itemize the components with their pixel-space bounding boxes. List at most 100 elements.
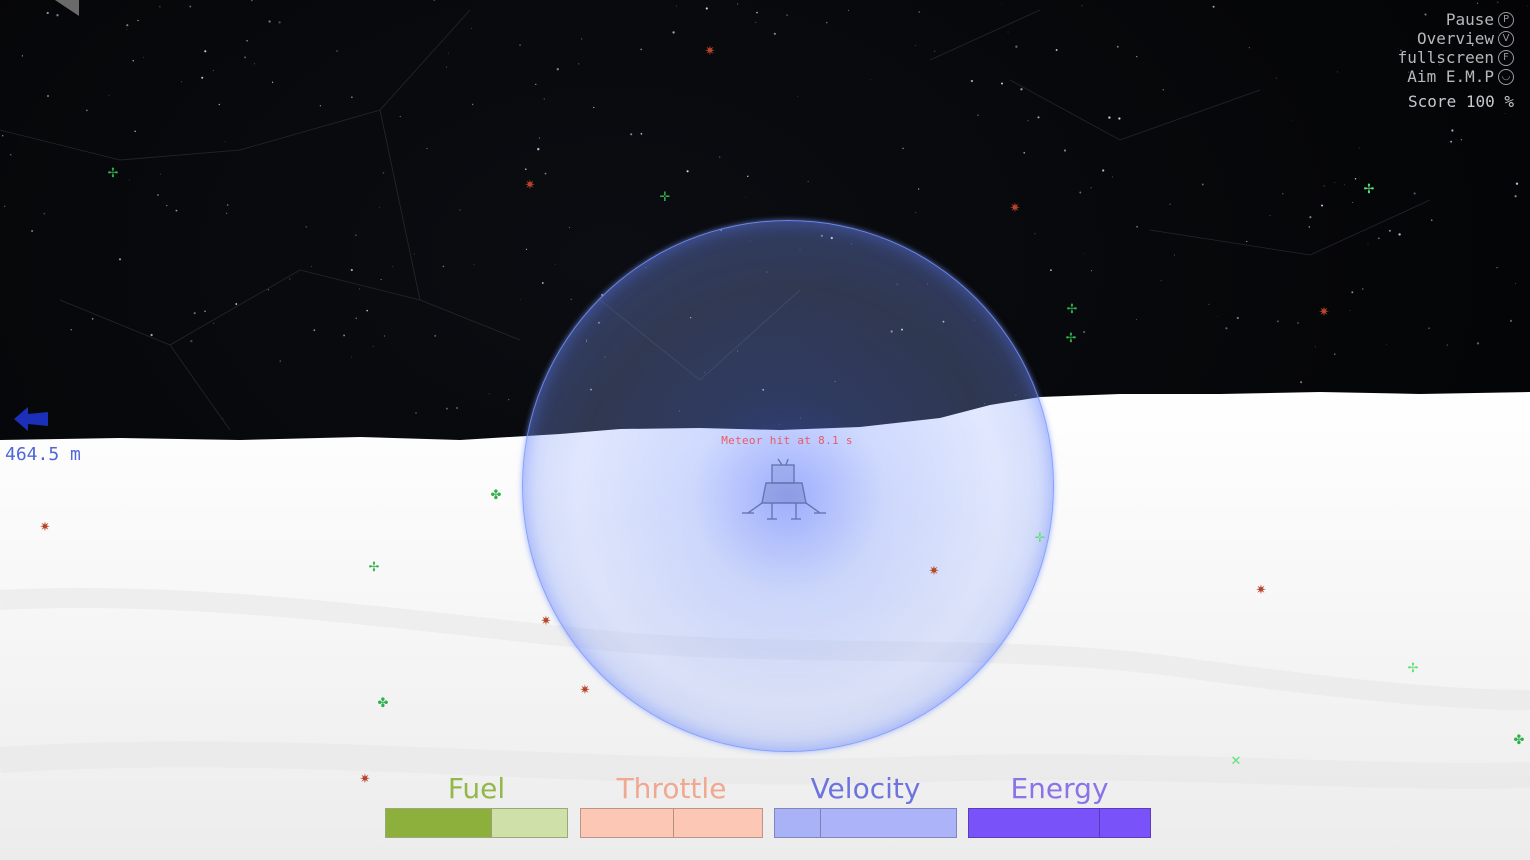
star: [1112, 176, 1113, 178]
meteor-hit-message: Meteor hit at 8.1 s: [721, 434, 853, 447]
star: [1083, 331, 1086, 333]
star: [1136, 56, 1138, 58]
star: [1413, 192, 1416, 195]
green-drone-icon[interactable]: ✕: [1230, 754, 1242, 769]
star: [1334, 353, 1336, 355]
star: [524, 168, 527, 171]
star: [1388, 229, 1391, 232]
aim-emp-option[interactable]: Aim E.M.P ◡: [1398, 67, 1514, 86]
red-meteor-icon[interactable]: ✷: [39, 520, 51, 535]
star: [1460, 139, 1463, 141]
star: [1400, 49, 1402, 52]
fullscreen-option[interactable]: fullscreen F: [1398, 48, 1514, 67]
star: [847, 9, 850, 11]
red-meteor-icon[interactable]: ✷: [704, 44, 716, 59]
star: [537, 147, 540, 151]
star: [705, 7, 708, 10]
star: [382, 172, 385, 174]
star: [433, 0, 435, 1]
star: [166, 204, 168, 207]
star: [537, 150, 539, 151]
star: [870, 79, 872, 80]
star: [268, 20, 271, 23]
green-drone-icon[interactable]: ✛: [1034, 531, 1046, 546]
star: [1386, 343, 1388, 345]
star: [159, 6, 161, 8]
star: [1090, 187, 1092, 189]
star: [193, 312, 196, 315]
star: [383, 335, 386, 337]
throttle-fill: [581, 809, 674, 837]
star: [21, 55, 23, 57]
green-drone-icon[interactable]: ✢: [1066, 302, 1078, 317]
stars: [2, 0, 1529, 427]
green-drone-icon[interactable]: ✢: [1363, 182, 1375, 197]
star: [1208, 303, 1210, 305]
star: [1446, 344, 1449, 346]
star: [289, 278, 291, 280]
star: [1116, 45, 1119, 48]
star: [1514, 195, 1517, 198]
star: [1090, 270, 1092, 272]
red-meteor-icon[interactable]: ✷: [1318, 305, 1330, 320]
star: [434, 335, 437, 337]
throttle-label: Throttle: [616, 772, 727, 805]
star: [1162, 89, 1164, 91]
star: [311, 266, 313, 268]
velocity-bar: [774, 808, 957, 838]
green-drone-icon[interactable]: ✤: [1513, 733, 1525, 748]
star: [1081, 5, 1083, 7]
star: [108, 94, 110, 96]
star: [570, 298, 572, 301]
star: [272, 81, 274, 83]
energy-tick: [1099, 809, 1101, 837]
star: [224, 141, 226, 142]
green-drone-icon[interactable]: ✤: [490, 488, 502, 503]
star: [580, 38, 583, 40]
gauge-panel: Fuel Throttle Velocity Energy: [385, 770, 1155, 845]
green-drone-icon[interactable]: ✢: [107, 166, 119, 181]
green-drone-icon[interactable]: ✛: [659, 190, 671, 205]
score-readout: Score 100 %: [1408, 92, 1514, 111]
overview-option[interactable]: Overview V: [1398, 29, 1514, 48]
left-arrow-icon: [14, 407, 48, 431]
star: [372, 345, 374, 347]
star: [380, 279, 382, 280]
star: [250, 0, 253, 2]
star: [201, 76, 204, 79]
red-meteor-icon[interactable]: ✷: [1255, 583, 1267, 598]
velocity-gauge: Velocity: [774, 770, 957, 838]
star: [459, 209, 461, 211]
red-meteor-icon[interactable]: ✷: [1009, 201, 1021, 216]
green-drone-icon[interactable]: ✤: [377, 696, 389, 711]
red-meteor-icon[interactable]: ✷: [540, 614, 552, 629]
green-drone-icon[interactable]: ✢: [368, 560, 380, 575]
star: [336, 50, 338, 52]
star: [554, 263, 556, 265]
star: [672, 31, 675, 34]
star: [1236, 316, 1239, 320]
red-meteor-icon[interactable]: ✷: [928, 564, 940, 579]
star: [399, 116, 401, 118]
star: [1308, 226, 1311, 228]
star: [212, 69, 214, 71]
star: [1082, 252, 1084, 254]
pause-option[interactable]: Pause P: [1398, 10, 1514, 29]
star: [1037, 116, 1040, 119]
green-drone-icon[interactable]: ✢: [1065, 331, 1077, 346]
star: [1367, 244, 1369, 245]
star: [977, 114, 979, 116]
star: [1378, 237, 1380, 240]
green-drone-icon[interactable]: ✢: [1407, 661, 1419, 676]
star: [825, 21, 828, 24]
red-meteor-icon[interactable]: ✷: [579, 683, 591, 698]
red-meteor-icon[interactable]: ✷: [524, 178, 536, 193]
star: [1217, 315, 1219, 317]
velocity-tick: [820, 809, 822, 837]
red-meteor-icon[interactable]: ✷: [359, 772, 371, 787]
star: [222, 417, 224, 419]
star: [1225, 327, 1228, 330]
star: [1362, 288, 1364, 290]
